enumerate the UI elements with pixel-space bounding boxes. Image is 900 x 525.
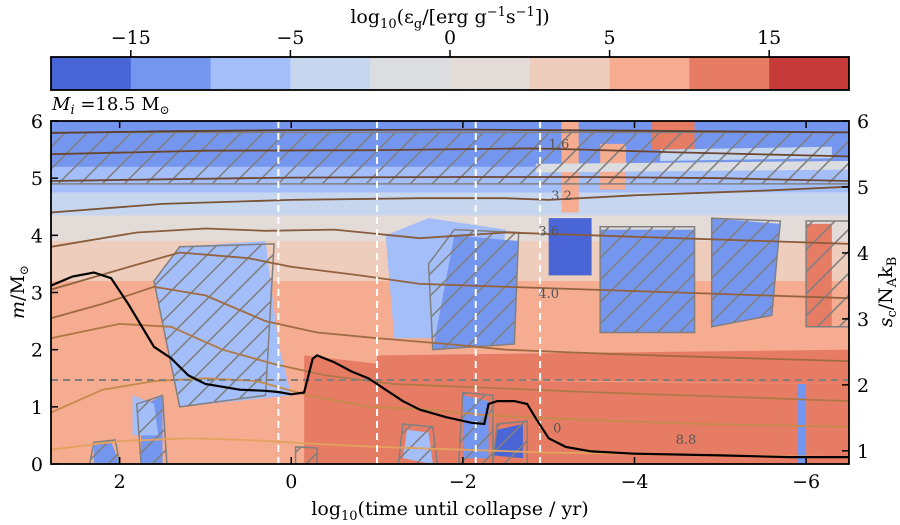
mass-contour-line <box>51 227 849 248</box>
y-left-tick-label: 2 <box>31 340 43 362</box>
mass-contour-line <box>51 377 849 428</box>
colorbar-tick-label: 5 <box>604 27 616 49</box>
mass-contour-line <box>51 251 849 300</box>
x-tick-label: −6 <box>792 471 820 493</box>
y-left-tick-label: 5 <box>31 168 43 190</box>
x-tick-label: −2 <box>449 471 477 493</box>
hatched-region-small <box>294 446 318 464</box>
y-axis-right-label: sc/NAkB <box>875 257 900 328</box>
mass-contours <box>51 128 849 458</box>
x-tick-label: 2 <box>114 471 126 493</box>
hatched-region-shell <box>599 226 696 334</box>
y-right-tick-label: 2 <box>857 375 869 397</box>
colorbar-bin <box>529 57 611 90</box>
hatched-region-shell <box>805 220 849 328</box>
heat-region <box>797 383 807 464</box>
y-left-tick-label: 0 <box>31 454 43 476</box>
colorbar-bin <box>130 57 212 90</box>
colorbar-label: log10(εg/[erg g−1s−1]) <box>350 5 549 32</box>
heat-region <box>548 218 592 276</box>
hatched-region-shell <box>710 217 782 328</box>
contour-label: 1.6 <box>549 137 570 152</box>
y-left-tick-label: 1 <box>31 397 43 419</box>
heat-region <box>304 355 849 464</box>
y-right-tick-label: 1 <box>857 441 869 463</box>
x-tick-label: 0 <box>285 471 297 493</box>
plot-area: 1.6 3.2 3.6 4.0 0 8.8 <box>51 121 849 464</box>
contour-label: 3.6 <box>538 224 559 239</box>
colorbar-bin <box>290 57 371 90</box>
hatched-region-shell <box>427 228 520 351</box>
hatched-region-small <box>397 423 438 464</box>
colorbar-tick-label: 15 <box>757 27 781 49</box>
colorbar-tick-label: −15 <box>111 27 151 49</box>
y-left-tick-label: 4 <box>31 225 43 247</box>
contour-label: 8.8 <box>676 433 697 448</box>
mass-contour-line <box>51 147 849 158</box>
hatched-region-small <box>492 420 528 464</box>
central-entropy-line <box>51 271 849 459</box>
colorbar: −15 −5 0 5 15 <box>50 27 850 91</box>
y-right-tick-label: 6 <box>857 111 869 133</box>
y-left-tick-label: 6 <box>31 111 43 133</box>
hatched-region-small <box>88 439 121 464</box>
contour-label: 0 <box>553 422 561 437</box>
contour-labels: 1.6 3.2 3.6 4.0 0 8.8 <box>538 137 696 448</box>
colorbar-bin <box>370 57 451 90</box>
colorbar-bin <box>51 57 132 90</box>
model-annotation: Mi =18.5 M⊙ <box>51 94 170 118</box>
colorbar-tick-label: 0 <box>444 27 456 49</box>
hatched-region-small <box>136 394 168 464</box>
y-right-tick-label: 4 <box>857 243 869 265</box>
y-left-tick-label: 3 <box>31 283 43 305</box>
colorbar-bin <box>609 57 690 90</box>
convective-hatch-regions <box>51 131 849 464</box>
hatched-region-small <box>457 391 494 464</box>
colorbar-bin <box>450 57 531 90</box>
mass-contour-line <box>51 322 849 402</box>
mass-contour-line <box>51 176 849 182</box>
y-right-tick-label: 5 <box>857 177 869 199</box>
colorbar-bin <box>769 57 850 90</box>
y-right-tick-label: 3 <box>857 309 869 331</box>
colorbar-bin <box>210 57 291 90</box>
hatched-region-core <box>153 243 275 408</box>
central-entropy-curve <box>51 271 849 459</box>
axes: 2 0 −2 −4 −6 0 1 2 3 4 5 6 1 2 3 4 5 6 <box>31 111 869 493</box>
y-axis-left-label: m/M⊙ <box>7 265 31 319</box>
colorbar-bin <box>689 57 770 90</box>
hatched-region-envelope <box>51 131 849 185</box>
mass-contour-line <box>51 185 849 214</box>
contour-label: 4.0 <box>538 287 559 302</box>
colorbar-tick-label: −5 <box>276 27 304 49</box>
x-axis-label: log10(time until collapse / yr) <box>311 498 588 524</box>
x-tick-label: −4 <box>620 471 648 493</box>
mass-contour-line <box>51 128 849 134</box>
contour-label: 3.2 <box>551 189 572 204</box>
guide-lines <box>51 121 849 464</box>
